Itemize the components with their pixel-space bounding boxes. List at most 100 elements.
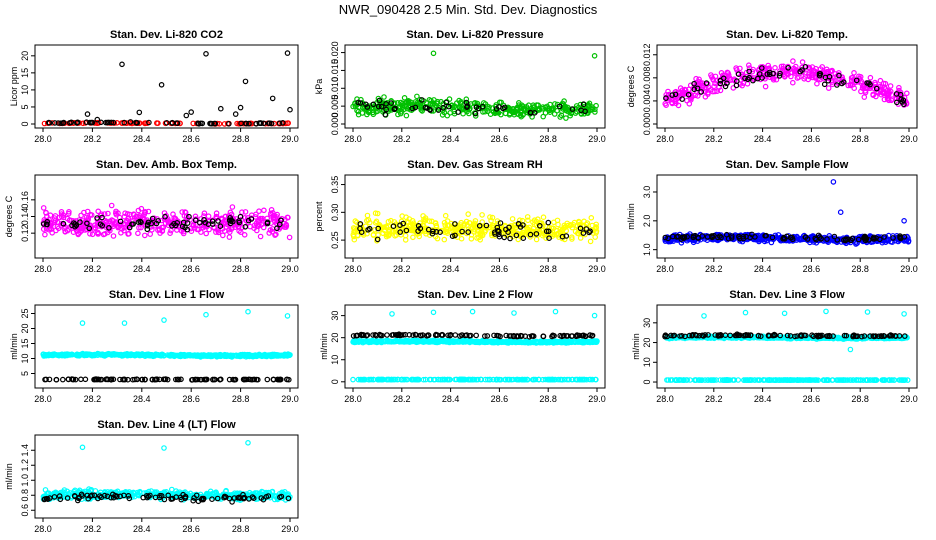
data-point	[525, 226, 531, 232]
data-point	[503, 332, 510, 339]
data-point	[251, 225, 257, 232]
data-point	[178, 376, 184, 383]
x-tick-label: 29.0	[281, 134, 299, 144]
y-tick-label: 0.004	[642, 90, 652, 113]
y-tick-label: 0.12	[20, 224, 30, 242]
data-point	[416, 233, 423, 240]
data-point	[549, 231, 556, 238]
data-point	[750, 77, 756, 84]
data-point	[901, 333, 908, 339]
data-point	[514, 105, 521, 111]
data-point	[693, 75, 699, 82]
y-tick-label: 0.010	[330, 77, 340, 100]
data-point	[459, 338, 465, 345]
data-point	[237, 213, 244, 220]
data-point	[195, 376, 201, 383]
data-point	[671, 332, 678, 339]
data-point	[672, 91, 679, 98]
data-point	[717, 87, 724, 94]
data-point	[694, 238, 701, 244]
data-point	[259, 353, 265, 359]
data-point	[518, 339, 525, 346]
x-tick-label: 28.6	[803, 134, 821, 144]
points-layer	[350, 210, 600, 245]
data-point	[663, 102, 669, 109]
data-point	[784, 332, 791, 339]
x-tick-label: 28.0	[656, 134, 674, 144]
data-point	[488, 339, 495, 346]
data-point	[40, 226, 47, 232]
data-point	[43, 352, 50, 359]
data-point	[135, 219, 142, 226]
data-point	[717, 77, 724, 84]
data-point	[563, 227, 570, 234]
data-point	[444, 230, 451, 237]
data-point	[83, 352, 90, 358]
data-point	[764, 71, 771, 77]
data-point	[138, 352, 145, 359]
data-point	[78, 376, 84, 383]
data-point	[113, 210, 119, 217]
data-point	[830, 179, 837, 185]
data-point	[483, 222, 490, 229]
panel-title: Stan. Dev. Line 3 Flow	[729, 289, 845, 301]
data-point	[248, 216, 255, 222]
data-point	[833, 73, 840, 80]
data-point	[192, 217, 199, 224]
y-axis-label: ml/min	[9, 333, 19, 360]
data-point	[817, 71, 824, 77]
data-point	[555, 221, 561, 228]
data-point	[813, 377, 820, 383]
data-point	[533, 231, 540, 237]
data-point	[206, 226, 212, 233]
data-point	[260, 120, 267, 127]
data-point	[887, 238, 894, 245]
data-point	[246, 120, 252, 127]
data-point	[745, 62, 752, 68]
data-point	[218, 376, 224, 383]
data-point	[414, 376, 421, 383]
data-point	[758, 237, 765, 243]
data-point	[508, 376, 515, 383]
data-point	[254, 376, 261, 383]
data-point	[438, 337, 445, 344]
y-tick-label: 20	[20, 51, 30, 61]
data-point	[664, 377, 670, 383]
data-point	[133, 120, 140, 126]
data-point	[763, 232, 770, 239]
data-point	[195, 120, 201, 127]
data-point	[546, 235, 552, 242]
x-tick-label: 28.0	[34, 394, 52, 404]
data-point	[530, 333, 537, 340]
data-point	[397, 110, 404, 117]
data-point	[479, 219, 486, 225]
data-point	[228, 226, 235, 232]
data-point	[780, 65, 786, 72]
data-point	[103, 376, 109, 383]
data-point	[572, 228, 579, 235]
data-point	[268, 220, 274, 227]
data-point	[264, 219, 271, 226]
data-point	[691, 86, 698, 93]
data-point	[243, 352, 250, 359]
data-point	[482, 376, 489, 383]
data-point	[733, 82, 740, 89]
data-point	[718, 234, 724, 241]
data-point	[569, 333, 576, 339]
y-tick-label: 0	[330, 379, 340, 384]
data-point	[392, 105, 398, 112]
data-point	[518, 107, 525, 114]
data-point	[765, 62, 772, 69]
data-point	[480, 109, 486, 115]
data-point	[873, 85, 880, 92]
data-point	[186, 352, 192, 358]
data-point	[527, 231, 534, 238]
x-tick-label: 28.4	[754, 134, 772, 144]
y-tick-label: 10	[20, 85, 30, 95]
plot-frame	[34, 44, 299, 129]
data-point	[514, 333, 520, 339]
y-tick-label: 0.14	[20, 208, 30, 226]
data-point	[788, 69, 794, 76]
data-point	[182, 209, 188, 215]
data-point	[360, 230, 366, 237]
